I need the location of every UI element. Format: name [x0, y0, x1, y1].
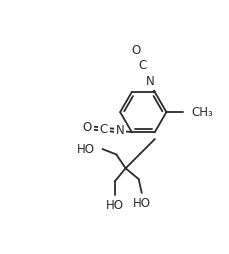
Text: N: N — [115, 124, 124, 137]
Text: N: N — [145, 75, 154, 88]
Text: HO: HO — [76, 142, 94, 155]
Text: O: O — [131, 44, 140, 57]
Text: O: O — [82, 121, 92, 134]
Text: HO: HO — [132, 197, 150, 210]
Text: CH₃: CH₃ — [190, 106, 212, 119]
Text: C: C — [99, 123, 107, 136]
Text: C: C — [138, 59, 146, 72]
Text: HO: HO — [105, 199, 123, 212]
